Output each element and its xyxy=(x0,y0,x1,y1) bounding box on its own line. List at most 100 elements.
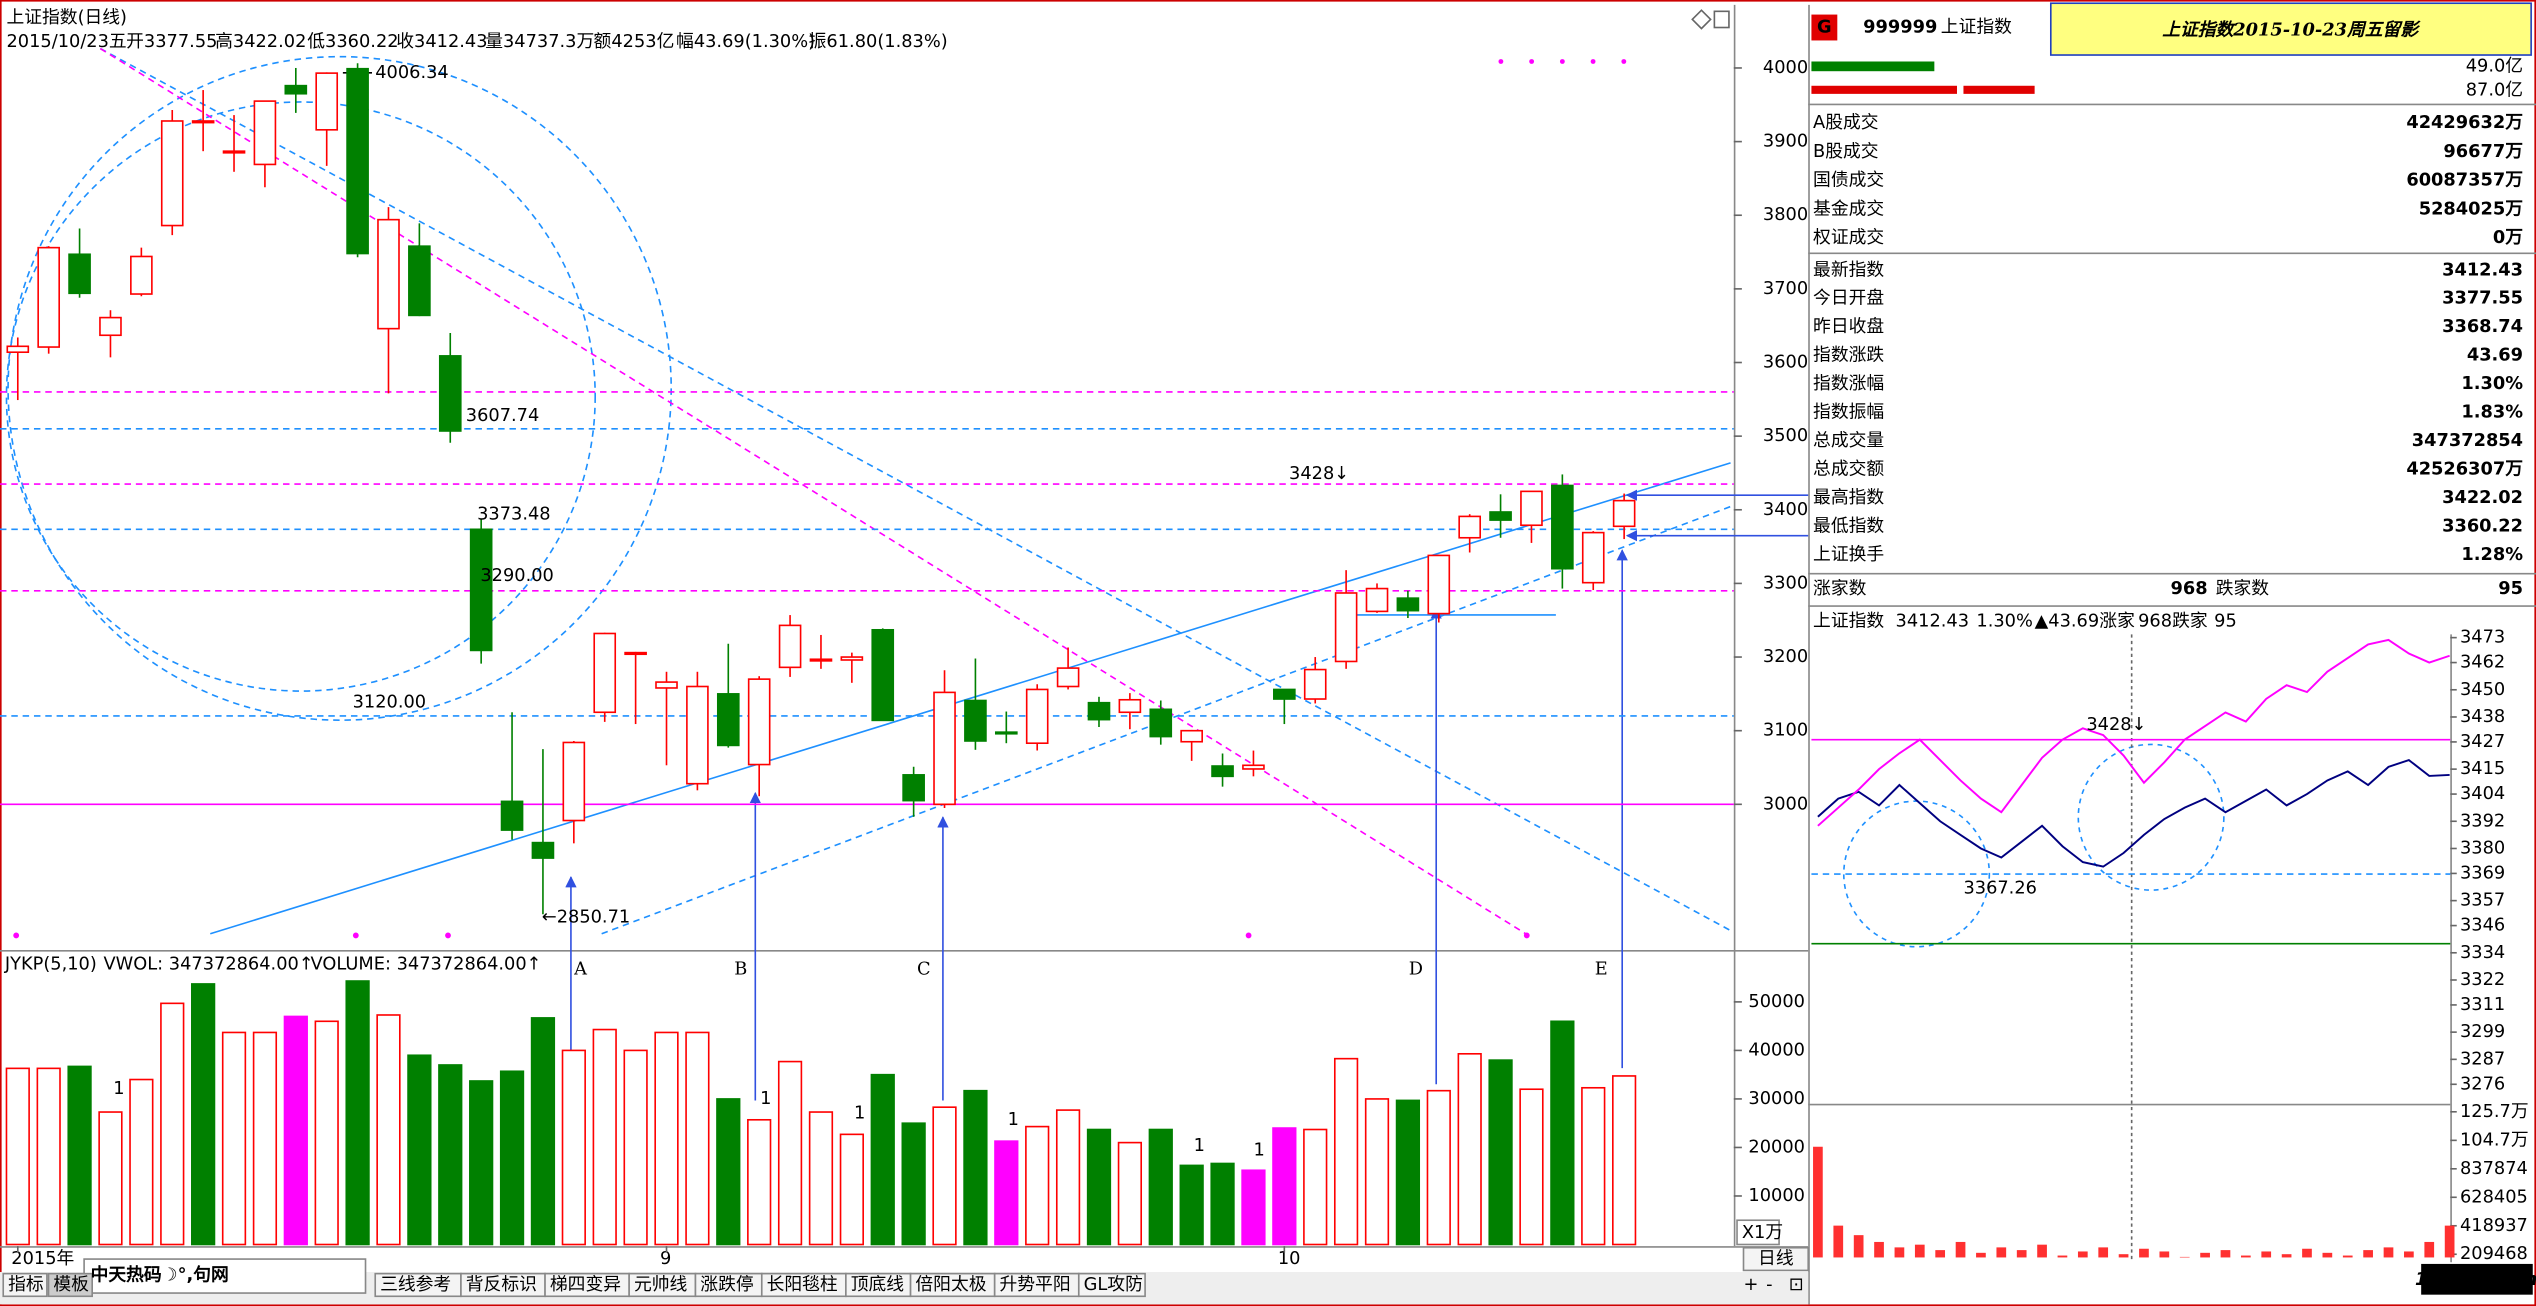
candle-body xyxy=(1427,554,1451,615)
candle-body xyxy=(531,841,555,859)
candle-body xyxy=(1396,597,1420,612)
tab-label[interactable]: 指标 xyxy=(8,1274,44,1295)
caption: 上证指数2015-10-23周五留影 xyxy=(2162,20,2421,41)
y-tick-label: 3276 xyxy=(2460,1073,2505,1094)
tab-label[interactable]: GL攻防 xyxy=(1084,1274,1143,1295)
candle-body xyxy=(1489,511,1512,521)
volume-bar xyxy=(67,1065,92,1246)
tool-button[interactable]: ⊡ xyxy=(1789,1274,1804,1295)
dot xyxy=(352,932,359,939)
volume-bar xyxy=(283,1015,308,1246)
tab-label[interactable]: 涨跌停 xyxy=(700,1274,753,1295)
annotation: 3428↓ xyxy=(1289,463,1349,484)
row-label: 指数涨幅 xyxy=(1813,373,1884,394)
breadth-field: 跌家数 xyxy=(2216,578,2270,599)
annotation: 3373.48 xyxy=(477,504,551,525)
tab-label[interactable]: 顶底线 xyxy=(851,1274,905,1295)
candle-body xyxy=(68,253,91,295)
tab-label[interactable]: 长阳毯柱 xyxy=(767,1274,838,1295)
volume-bar xyxy=(1853,1235,1864,1258)
marker-label: 1 xyxy=(113,1078,124,1099)
period-button[interactable] xyxy=(1742,1246,1810,1272)
tab-label[interactable]: 梯四变异 xyxy=(550,1274,621,1295)
caption-box xyxy=(2049,2,2532,56)
volume-bar xyxy=(994,1140,1019,1246)
volume-bar xyxy=(901,1122,926,1246)
volume-bar xyxy=(808,1111,834,1246)
volume-bar xyxy=(1148,1128,1173,1246)
tab-label[interactable]: 模板 xyxy=(53,1274,89,1295)
tab-label[interactable]: 升势平阳 xyxy=(1000,1274,1071,1295)
volume-bar xyxy=(314,1020,339,1246)
trend-line xyxy=(99,47,1731,932)
candle-body xyxy=(222,150,246,154)
candle-body xyxy=(964,699,987,742)
watermark-box xyxy=(2421,1263,2533,1295)
tab[interactable] xyxy=(2,1272,48,1298)
y-tick-label: 10000 xyxy=(1748,1185,1805,1206)
y-tick-label: 3322 xyxy=(2460,969,2505,990)
trend-line xyxy=(210,462,1731,935)
volume-bar xyxy=(1241,1169,1266,1246)
candle-body xyxy=(1365,587,1389,613)
annotation: 3367.26 xyxy=(1963,877,2037,898)
row-value: 1.83% xyxy=(2461,402,2523,423)
tool-button[interactable]: - xyxy=(1766,1274,1772,1295)
circle-drawing xyxy=(2077,743,2225,891)
candle-body xyxy=(1242,764,1265,770)
volume-bar xyxy=(623,1049,648,1246)
tool-button[interactable]: + xyxy=(1744,1274,1759,1295)
breadth-field: 95 xyxy=(2498,578,2523,599)
annotation: D xyxy=(1409,958,1423,979)
marker-label: 1 xyxy=(854,1102,865,1123)
y2-tick-label: 104.7万 xyxy=(2460,1129,2529,1150)
panel-header: ▲43.69 xyxy=(2035,610,2100,631)
y-tick-label: 4000 xyxy=(1763,57,1808,78)
row-label: 总成交额 xyxy=(1813,459,1884,480)
icon[interactable] xyxy=(1713,10,1730,29)
volume-bar xyxy=(5,1067,30,1246)
tab-label[interactable]: 三线参考 xyxy=(380,1274,451,1295)
row-label: 国债成交 xyxy=(1813,170,1884,191)
volume-bar xyxy=(1364,1098,1390,1246)
dot xyxy=(1498,59,1504,64)
volume-bar xyxy=(1117,1141,1143,1246)
x-tick-label: 2015年 xyxy=(11,1248,74,1269)
x-tick-label: 10 xyxy=(1278,1248,1301,1269)
candle-body xyxy=(253,100,277,166)
tab[interactable] xyxy=(1077,1272,1146,1298)
volume-bar xyxy=(2016,1250,2027,1258)
tab-label[interactable]: 倍阳太极 xyxy=(915,1274,986,1295)
y-tick-label: 40000 xyxy=(1748,1039,1805,1060)
y-tick-label: 3380 xyxy=(2460,837,2505,858)
tab[interactable] xyxy=(47,1272,93,1298)
volume-bar xyxy=(499,1070,525,1246)
row-label: 基金成交 xyxy=(1813,198,1884,219)
quote-field: 低3360.22 xyxy=(307,31,398,52)
y-tick-label: 3400 xyxy=(1763,499,1808,520)
row-label: 今日开盘 xyxy=(1813,288,1884,309)
volume-bar xyxy=(1055,1109,1081,1246)
volume-bar xyxy=(1519,1088,1544,1246)
tab-label[interactable]: 背反标识 xyxy=(466,1274,537,1295)
volume-bar xyxy=(1955,1241,1966,1258)
candle-body xyxy=(624,651,647,656)
volume-bar xyxy=(1333,1057,1359,1246)
annotation: 3120.00 xyxy=(353,691,427,712)
volume-bar xyxy=(685,1031,710,1246)
volume-bar xyxy=(592,1028,617,1246)
tab-label[interactable]: 元帅线 xyxy=(634,1274,688,1295)
annotation: 4006.34 xyxy=(375,62,449,83)
volume-bar xyxy=(1272,1127,1297,1246)
candle-body xyxy=(1303,668,1327,700)
panel-header: 涨家 xyxy=(2099,610,2135,631)
y-tick-label: 30000 xyxy=(1748,1088,1805,1109)
row-label: 权证成交 xyxy=(1813,227,1884,248)
period-label[interactable]: 日线 xyxy=(1758,1248,1794,1269)
y-tick-label: 3462 xyxy=(2460,652,2505,673)
volume-bar xyxy=(1488,1059,1513,1246)
volume-bar xyxy=(1976,1252,1986,1258)
icon[interactable] xyxy=(1691,9,1712,30)
candle-body xyxy=(747,678,771,766)
volume-bar xyxy=(1457,1052,1482,1246)
